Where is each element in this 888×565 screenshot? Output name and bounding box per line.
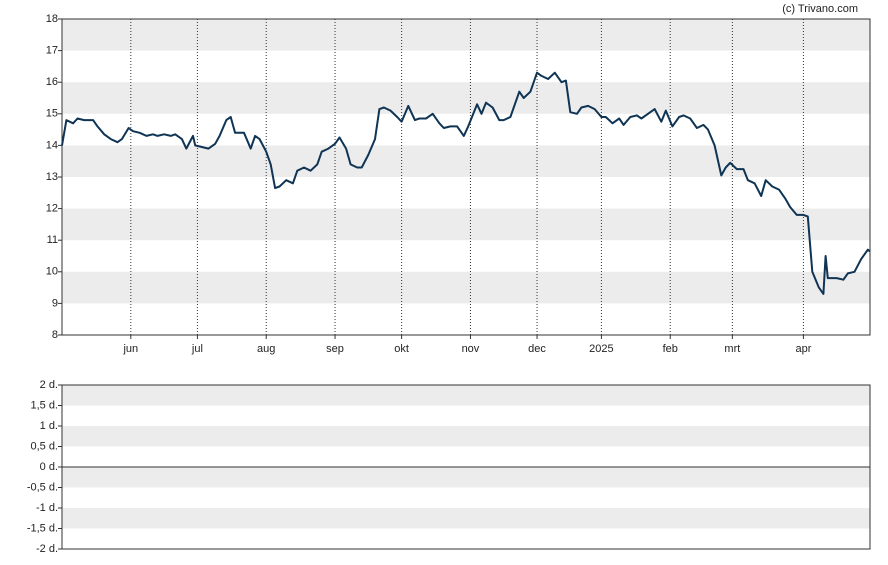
grid-band bbox=[62, 426, 870, 447]
y-tick-label: 2 d. bbox=[40, 379, 58, 391]
y-tick-label: 10 bbox=[46, 266, 58, 278]
credit: (c) Trivano.com bbox=[782, 3, 858, 15]
grid-band bbox=[62, 385, 870, 406]
y-tick-label: 17 bbox=[46, 45, 58, 57]
y-tick-label: 16 bbox=[46, 76, 58, 88]
y-tick-label: -2 d. bbox=[36, 543, 58, 555]
plot-frame bbox=[61, 384, 871, 550]
x-tick-label: 2025 bbox=[589, 343, 613, 355]
plot-frame bbox=[61, 18, 871, 336]
grid-band bbox=[62, 508, 870, 529]
price-line bbox=[61, 71, 871, 295]
x-tick-label: jul bbox=[191, 343, 203, 355]
y-tick-label: 18 bbox=[46, 13, 58, 25]
y-tick-label: 11 bbox=[47, 234, 58, 246]
x-tick-label: sep bbox=[326, 343, 344, 355]
y-tick-label: 0 d. bbox=[40, 461, 58, 473]
x-tick-label: nov bbox=[462, 343, 480, 355]
y-tick-label: 14 bbox=[46, 139, 58, 151]
grid-band bbox=[62, 208, 870, 241]
y-tick-label: 8 bbox=[52, 329, 58, 341]
x-tick-label: apr bbox=[795, 343, 811, 355]
y-tick-label: 9 bbox=[52, 297, 58, 309]
x-tick-label: jun bbox=[122, 343, 138, 355]
grid-band bbox=[62, 19, 870, 51]
y-tick-label: -1 d. bbox=[36, 502, 58, 514]
grid-band bbox=[62, 271, 870, 304]
y-tick-label: 0,5 d. bbox=[30, 440, 58, 452]
x-tick-label: okt bbox=[394, 343, 409, 355]
y-tick-label: 1,5 d. bbox=[30, 399, 58, 411]
grid-band bbox=[62, 145, 870, 177]
grid-band bbox=[62, 467, 870, 488]
x-tick-label: aug bbox=[257, 343, 275, 355]
y-tick-label: 15 bbox=[46, 108, 58, 120]
y-tick-label: 1 d. bbox=[40, 420, 58, 432]
y-tick-label: -0,5 d. bbox=[27, 481, 58, 493]
x-tick-label: mrt bbox=[724, 343, 740, 355]
grid-band bbox=[62, 82, 870, 114]
y-tick-label: -1,5 d. bbox=[27, 522, 58, 534]
x-tick-label: feb bbox=[663, 343, 678, 355]
x-tick-label: dec bbox=[528, 343, 546, 355]
y-tick-label: 12 bbox=[46, 203, 58, 215]
y-tick-label: 13 bbox=[46, 171, 58, 183]
